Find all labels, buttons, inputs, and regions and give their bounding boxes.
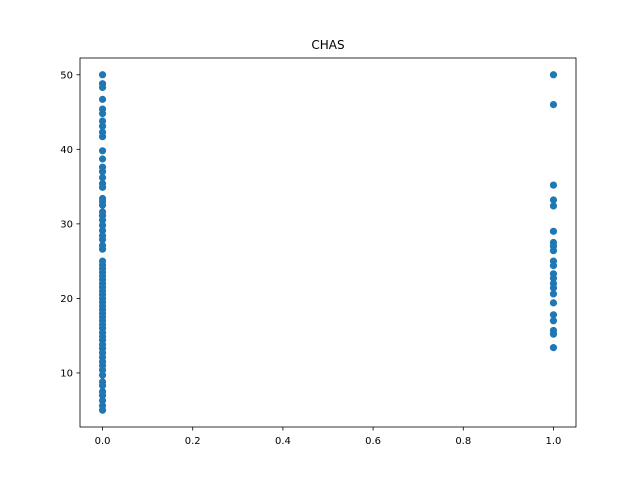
points-layer: [98, 71, 558, 414]
scatter-point: [98, 201, 107, 209]
scatter-point: [549, 202, 558, 210]
scatter-point: [98, 183, 107, 191]
scatter-point: [98, 155, 107, 163]
scatter-point: [98, 117, 107, 125]
x-tick-label: 0.8: [455, 436, 471, 447]
scatter-point: [98, 406, 107, 414]
scatter-point: [98, 391, 107, 399]
scatter-point: [98, 221, 107, 229]
scatter-point: [98, 168, 107, 176]
scatter-point: [549, 344, 558, 352]
scatter-point: [98, 109, 107, 118]
scatter-point: [549, 311, 558, 319]
scatter-point: [98, 396, 107, 405]
plot-frame: [79, 57, 577, 428]
scatter-point: [98, 245, 107, 253]
scatter-point: [549, 247, 558, 255]
scatter-point: [98, 371, 107, 379]
scatter-point: [98, 216, 107, 224]
y-tick-label: 20: [60, 294, 73, 305]
scatter-point: [98, 174, 107, 182]
scatter-point: [549, 181, 558, 189]
chart-title: CHAS: [311, 38, 344, 52]
scatter-point: [98, 226, 107, 235]
scatter-point: [549, 299, 558, 307]
scatter-point: [549, 284, 558, 292]
scatter-point: [549, 227, 558, 235]
axes-layer: 0.0 0.2 0.4 0.6 0.8 1.0 10 20 30 40 50: [60, 57, 577, 447]
x-tick-label: 0.4: [275, 436, 291, 447]
scatter-point: [98, 71, 107, 79]
scatter-point: [549, 71, 558, 79]
scatter-point: [98, 95, 107, 103]
scatter-point: [549, 262, 558, 270]
scatter-point: [549, 274, 558, 282]
scatter-point: [98, 133, 107, 141]
scatter-point: [549, 317, 558, 325]
x-tick-label: 0.2: [185, 436, 201, 447]
scatter-point: [549, 100, 558, 109]
scatter-point: [549, 196, 558, 204]
scatter-point: [98, 147, 107, 155]
y-tick-label: 30: [60, 219, 73, 230]
y-tick-label: 40: [60, 145, 73, 156]
y-tick-label: 50: [60, 70, 73, 81]
scatter-point: [98, 366, 107, 374]
y-tick-label: 10: [60, 368, 73, 379]
scatter-point: [98, 382, 107, 390]
scatter-point: [549, 290, 558, 298]
x-tick-label: 1.0: [546, 436, 562, 447]
scatter-point: [98, 122, 107, 130]
x-tick-label: 0.6: [365, 436, 381, 447]
scatter-point: [98, 235, 107, 244]
scatter-point: [98, 83, 107, 92]
scatter-point: [549, 330, 558, 338]
x-tick-label: 0.0: [95, 436, 111, 447]
